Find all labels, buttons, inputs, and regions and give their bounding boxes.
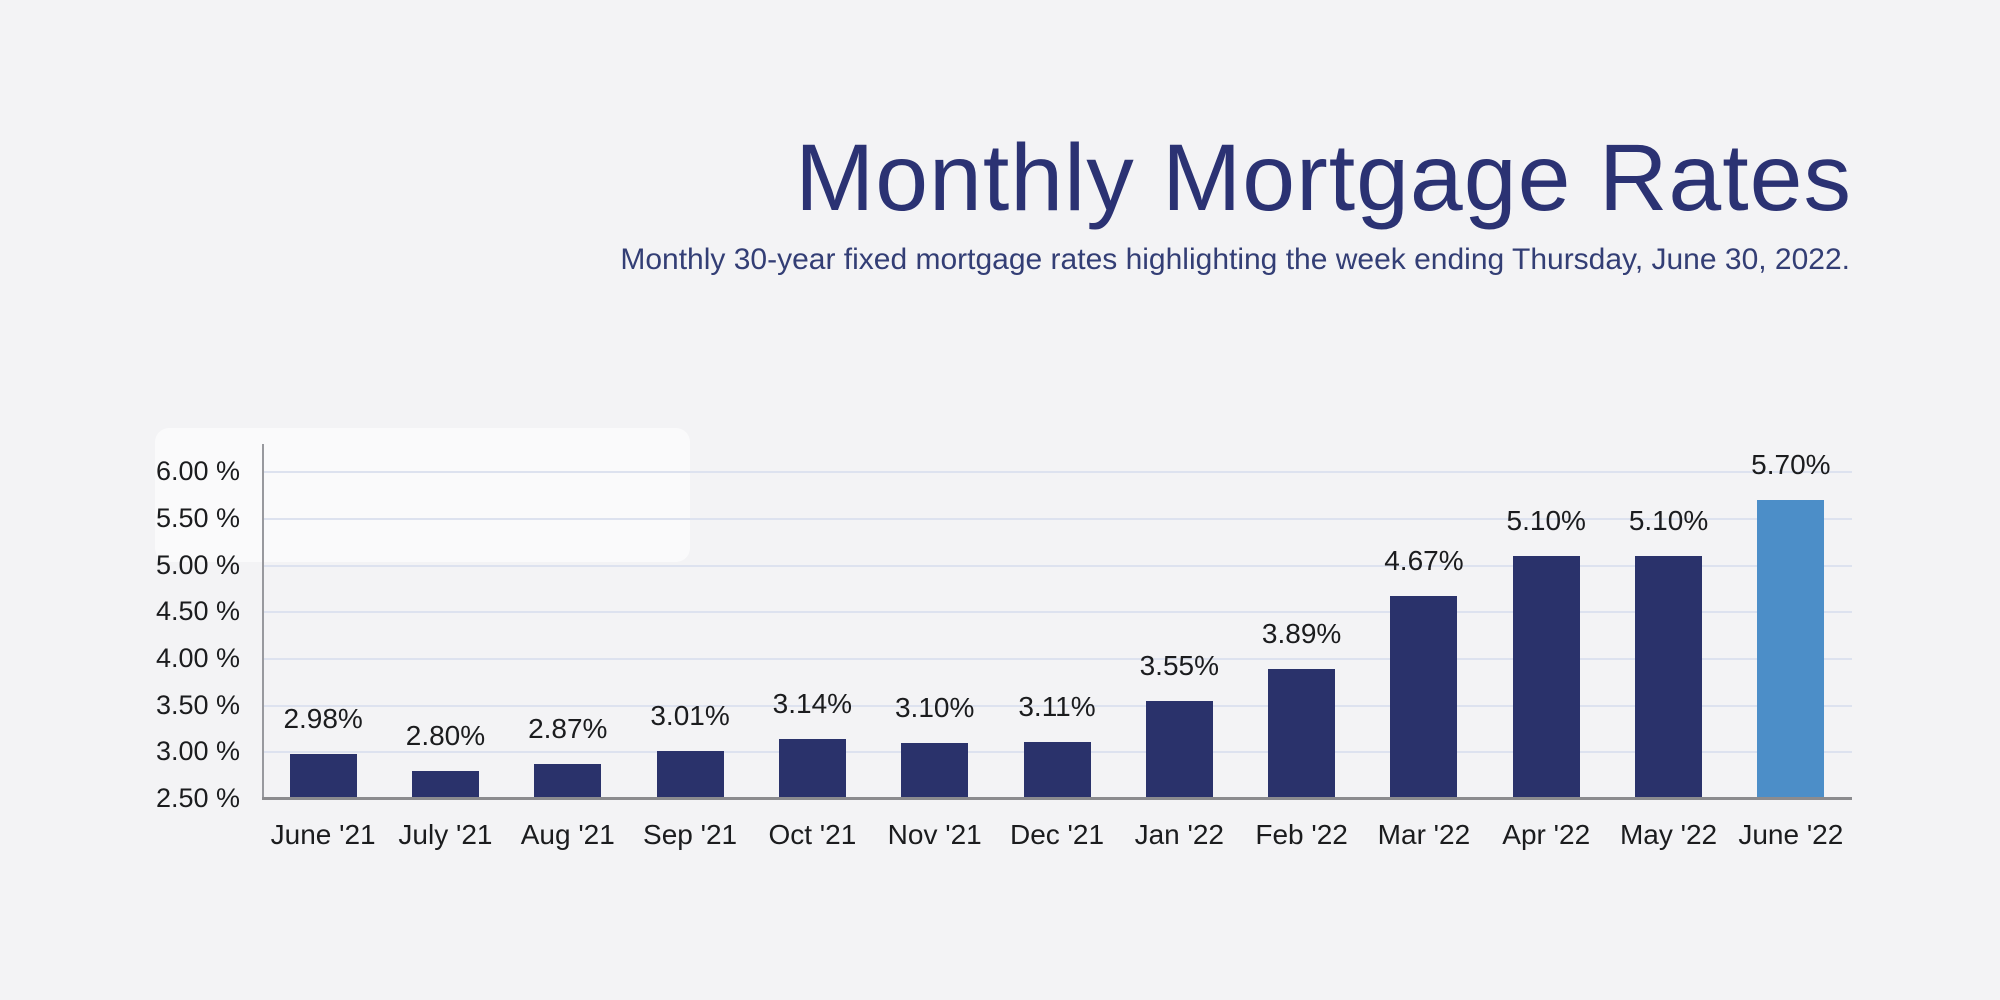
- x-category-label-oct-21: Oct '21: [768, 819, 857, 850]
- chart-bar-dec-21: [1023, 742, 1091, 799]
- grid-line: [262, 471, 1852, 474]
- bar-value-label-nov-21: 3.10%: [894, 691, 975, 723]
- bar-value-label-oct-21: 3.14%: [772, 688, 853, 720]
- y-axis-line: [262, 444, 264, 800]
- bar-value-label-sep-21: 3.01%: [650, 700, 730, 732]
- y-tick-label: 4.00 %: [155, 642, 240, 673]
- bar-value-label-june-21: 2.98%: [283, 703, 363, 735]
- chart-bar-jan-22: [1145, 700, 1213, 799]
- y-tick-label: 5.50 %: [155, 502, 240, 533]
- x-category-label-nov-21: Nov '21: [887, 819, 982, 850]
- x-category-label-jan-22: Jan '22: [1134, 819, 1225, 850]
- background-patch: [155, 428, 690, 562]
- chart-bar-aug-21: [534, 764, 602, 799]
- chart-bar-mar-22: [1390, 596, 1458, 799]
- bar-value-label-apr-22: 5.10%: [1506, 505, 1586, 537]
- y-tick-label: 3.00 %: [155, 736, 240, 767]
- x-category-label-sep-21: Sep '21: [643, 819, 738, 850]
- y-tick-label: 5.00 %: [155, 549, 240, 580]
- x-category-label-feb-22: Feb '22: [1255, 819, 1348, 850]
- chart-bar-feb-22: [1268, 669, 1336, 799]
- x-category-label-dec-21: Dec '21: [1009, 819, 1105, 850]
- bar-value-label-aug-21: 2.87%: [528, 713, 608, 745]
- chart-title: Monthly Mortgage Rates: [795, 125, 1852, 231]
- y-tick-label: 6.00 %: [155, 456, 240, 487]
- x-category-label-aug-21: Aug '21: [520, 819, 615, 850]
- bar-value-label-may-22: 5.10%: [1628, 505, 1709, 537]
- grid-line: [262, 704, 1852, 707]
- chart-bar-june-21: [289, 754, 357, 799]
- chart-subtitle: Monthly 30-year fixed mortgage rates hig…: [620, 243, 1850, 276]
- chart-header: Monthly Mortgage Rates Monthly 30-year f…: [620, 126, 1852, 279]
- y-tick-label: 4.50 %: [155, 596, 240, 627]
- bar-value-label-dec-21: 3.11%: [1018, 691, 1096, 723]
- grid-line: [262, 657, 1852, 660]
- x-axis-line: [262, 797, 1852, 800]
- bar-value-label-feb-22: 3.89%: [1261, 618, 1342, 650]
- y-tick-label: 2.50 %: [155, 783, 240, 813]
- chart-bar-sep-21: [656, 751, 724, 799]
- chart-bar-june-22: [1757, 500, 1825, 799]
- x-category-label-mar-22: Mar '22: [1377, 819, 1471, 850]
- chart-bar-july-21: [411, 770, 479, 799]
- chart-bar-oct-21: [778, 739, 846, 799]
- bar-value-label-mar-22: 4.67%: [1384, 545, 1464, 577]
- x-category-label-june-22: June '22: [1738, 819, 1844, 850]
- grid-line: [262, 517, 1852, 520]
- bar-value-label-jan-22: 3.55%: [1139, 649, 1219, 681]
- bar-value-label-june-22: 5.70%: [1751, 449, 1831, 481]
- chart-bar-nov-21: [901, 742, 969, 799]
- bar-value-label-july-21: 2.80%: [405, 719, 486, 751]
- chart-bar-apr-22: [1512, 556, 1580, 799]
- x-category-label-apr-22: Apr '22: [1502, 819, 1591, 850]
- grid-line: [262, 564, 1852, 567]
- chart-bar-may-22: [1635, 556, 1703, 799]
- y-tick-label: 3.50 %: [155, 689, 240, 720]
- x-category-label-may-22: May '22: [1619, 819, 1718, 850]
- x-category-label-june-21: June '21: [270, 819, 376, 850]
- x-category-label-july-21: July '21: [398, 819, 493, 850]
- grid-line: [262, 611, 1852, 614]
